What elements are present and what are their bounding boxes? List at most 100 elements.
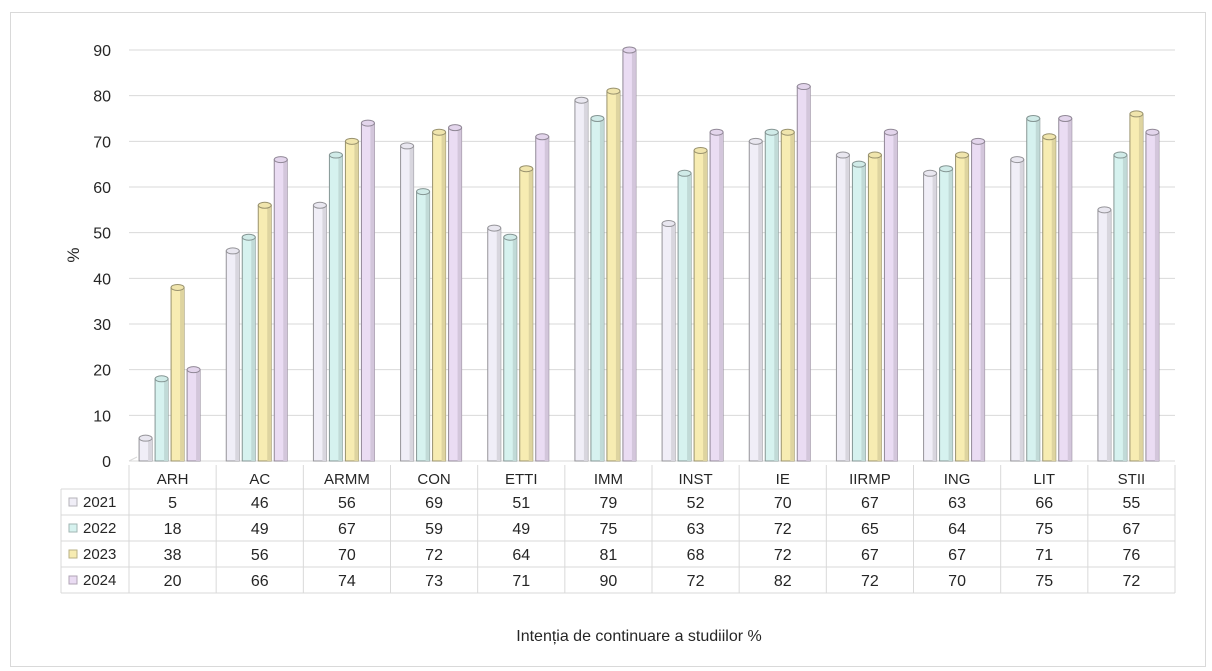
legend-label-2023: 2023 <box>83 546 116 563</box>
legend-label-2021: 2021 <box>83 494 116 511</box>
bar-shade <box>599 118 604 461</box>
bar-shade <box>948 168 953 461</box>
bar-shade <box>687 173 692 462</box>
bar-shade <box>164 378 169 461</box>
legend-key-2023 <box>68 549 78 559</box>
legend-key-2024 <box>68 575 78 585</box>
bar-top <box>1042 133 1057 141</box>
bar-INST-2024 <box>709 128 724 462</box>
y-tick-label: 20 <box>93 363 111 380</box>
data-label: 74 <box>338 573 356 590</box>
data-label: 66 <box>251 573 269 590</box>
x-tick-label: STII <box>1118 471 1146 488</box>
x-tick-label: CON <box>417 471 450 488</box>
bar-shade <box>267 205 272 461</box>
bar-IMM-2022 <box>590 115 605 462</box>
bar-LIT-2023 <box>1042 133 1057 462</box>
y-tick-label: 80 <box>93 89 111 106</box>
bar-top <box>622 46 637 54</box>
bar-IE-2024 <box>796 83 811 462</box>
data-label: 51 <box>512 495 530 512</box>
bar-shade <box>148 438 153 461</box>
bar-top <box>448 124 463 132</box>
y-tick-label: 40 <box>93 271 111 288</box>
bar-shade <box>338 155 343 462</box>
bar-ING-2021 <box>923 169 938 462</box>
bar-IMM-2021 <box>574 96 589 462</box>
data-label: 73 <box>425 573 443 590</box>
bar-top <box>170 283 185 291</box>
bar-ING-2024 <box>971 137 986 462</box>
bar-top <box>709 128 724 136</box>
bar-shade <box>496 228 501 461</box>
bar-IE-2022 <box>764 128 779 462</box>
bar-ETTI-2023 <box>519 165 534 462</box>
x-tick-label: IIRMP <box>849 471 891 488</box>
bar-LIT-2021 <box>1010 156 1025 462</box>
bar-CON-2021 <box>400 142 415 462</box>
bar-top <box>186 366 201 374</box>
bar-top <box>574 96 589 104</box>
bar-shade <box>1019 159 1024 461</box>
y-tick-label: 0 <box>102 454 111 471</box>
data-label: 70 <box>338 547 356 564</box>
bar-shade <box>180 287 185 461</box>
data-label: 68 <box>687 547 705 564</box>
bar-IIRMP-2024 <box>883 128 898 462</box>
bar-top <box>606 87 621 95</box>
bar-top <box>1026 115 1041 122</box>
data-label: 72 <box>687 573 705 590</box>
bar-shade <box>196 369 201 461</box>
data-label: 56 <box>251 547 269 564</box>
data-label: 72 <box>774 547 792 564</box>
bar-top <box>400 142 415 150</box>
data-label: 69 <box>425 495 443 512</box>
data-label: 67 <box>338 521 356 538</box>
bar-ING-2023 <box>955 151 970 462</box>
bar-ARH-2024 <box>186 366 201 462</box>
data-label: 82 <box>774 573 792 590</box>
bar-IMM-2024 <box>622 46 637 462</box>
bar-top <box>748 137 763 145</box>
x-tick-label: AC <box>249 471 270 488</box>
bar-shade <box>790 132 795 461</box>
data-label: 72 <box>425 547 443 564</box>
bar-AC-2022 <box>241 233 256 462</box>
data-label: 20 <box>164 573 182 590</box>
legend-key-2021 <box>68 497 78 507</box>
bar-shade <box>877 155 882 462</box>
bar-top <box>780 128 795 136</box>
x-tick-label: ARH <box>157 471 189 488</box>
bar-top <box>432 128 447 136</box>
bar-shade <box>235 250 240 461</box>
chart-frame: 0 10 20 30 40 50 60 70 80 90% ARH AC ARMM CON ETTI IMM I… <box>10 12 1206 667</box>
bar-shade <box>1106 209 1111 461</box>
bar-INST-2022 <box>677 169 692 462</box>
data-label: 71 <box>512 573 530 590</box>
bar-shade <box>425 191 430 462</box>
bar-shade <box>457 127 462 461</box>
bar-chart: 0 10 20 30 40 50 60 70 80 90% ARH AC ARMM CON ETTI IMM I… <box>60 43 1176 645</box>
data-label: 76 <box>1123 547 1141 564</box>
bar-shade <box>980 141 985 462</box>
bar-top <box>416 188 431 196</box>
bar-ARH-2021 <box>138 434 153 462</box>
data-label: 52 <box>687 495 705 512</box>
bar-LIT-2024 <box>1058 115 1073 462</box>
bar-shade <box>615 91 620 461</box>
bar-top <box>1129 110 1144 118</box>
bar-shade <box>1035 118 1040 461</box>
data-label: 75 <box>1035 573 1053 590</box>
legend-label-2022: 2022 <box>83 520 116 537</box>
bar-top <box>225 247 240 255</box>
bar-IIRMP-2021 <box>835 151 850 462</box>
y-tick-label: 30 <box>93 317 111 334</box>
y-tick-label: 10 <box>93 408 111 425</box>
data-label: 5 <box>168 495 177 512</box>
data-label: 71 <box>1035 547 1053 564</box>
data-label: 64 <box>512 547 530 564</box>
bar-top <box>519 165 534 173</box>
bar-STII-2022 <box>1113 151 1128 462</box>
data-label: 70 <box>774 495 792 512</box>
bar-top <box>693 146 708 154</box>
